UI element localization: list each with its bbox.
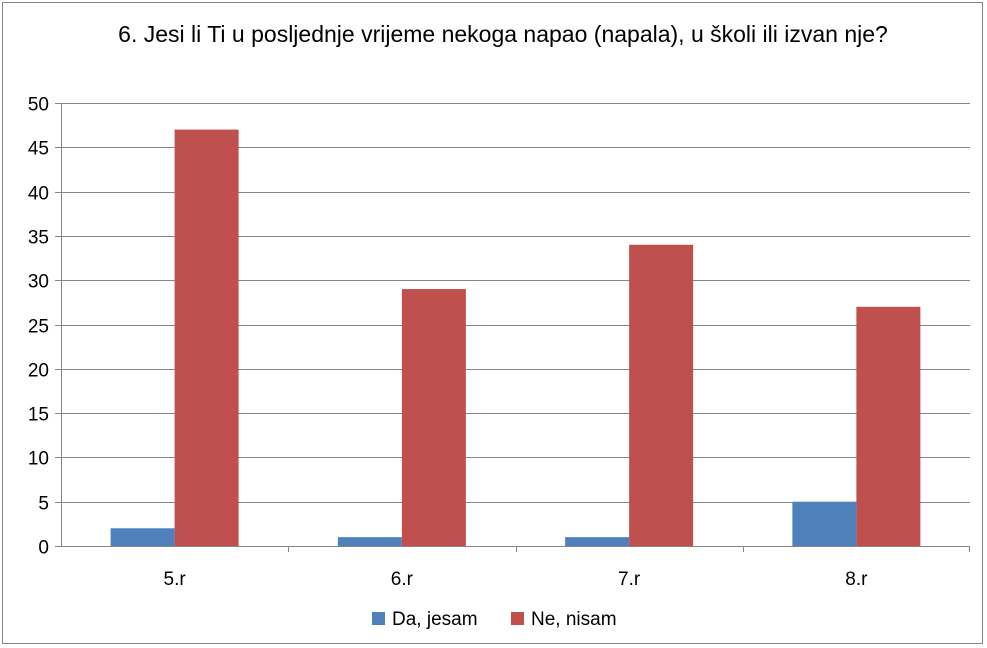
y-tick-label: 10 bbox=[28, 449, 49, 470]
legend-label-0: Da, jesam bbox=[392, 609, 478, 630]
x-tick-label: 8.r bbox=[845, 569, 868, 590]
bars bbox=[110, 129, 921, 546]
x-tick-label: 6.r bbox=[391, 569, 414, 590]
y-tick-label: 25 bbox=[28, 317, 49, 338]
x-tick-label: 5.r bbox=[164, 569, 187, 590]
legend-label-1: Ne, nisam bbox=[531, 609, 617, 630]
y-tick-label: 35 bbox=[28, 228, 49, 249]
legend-swatch-0 bbox=[372, 612, 385, 625]
bar-da-jesam-1 bbox=[337, 537, 402, 546]
x-tick-label: 7.r bbox=[618, 569, 641, 590]
legend: Da, jesam Ne, nisam bbox=[372, 609, 617, 630]
bar-ne-nisam-1 bbox=[401, 289, 466, 546]
y-tick-label: 45 bbox=[28, 139, 49, 160]
bar-ne-nisam-3 bbox=[856, 306, 921, 546]
axes bbox=[55, 103, 970, 552]
y-tick-label: 30 bbox=[28, 272, 49, 293]
chart-title: 6. Jesi li Ti u posljednje vrijeme nekog… bbox=[118, 21, 888, 47]
y-tick-label: 20 bbox=[28, 361, 49, 382]
y-tick-label: 40 bbox=[28, 184, 49, 205]
bar-da-jesam-3 bbox=[792, 501, 857, 546]
bar-da-jesam-2 bbox=[565, 537, 630, 546]
legend-swatch-1 bbox=[511, 612, 524, 625]
y-tick-label: 50 bbox=[28, 95, 49, 116]
tick-labels: 0 5 10 15 20 25 30 35 40 45 50 5.r 6.r 7.r 8.r bbox=[28, 95, 868, 591]
y-tick-label: 15 bbox=[28, 405, 49, 426]
bar-ne-nisam-0 bbox=[174, 129, 239, 546]
y-tick-label: 0 bbox=[38, 538, 49, 559]
bar-da-jesam-0 bbox=[110, 528, 175, 546]
bar-ne-nisam-2 bbox=[629, 244, 694, 546]
y-tick-label: 5 bbox=[38, 494, 49, 515]
